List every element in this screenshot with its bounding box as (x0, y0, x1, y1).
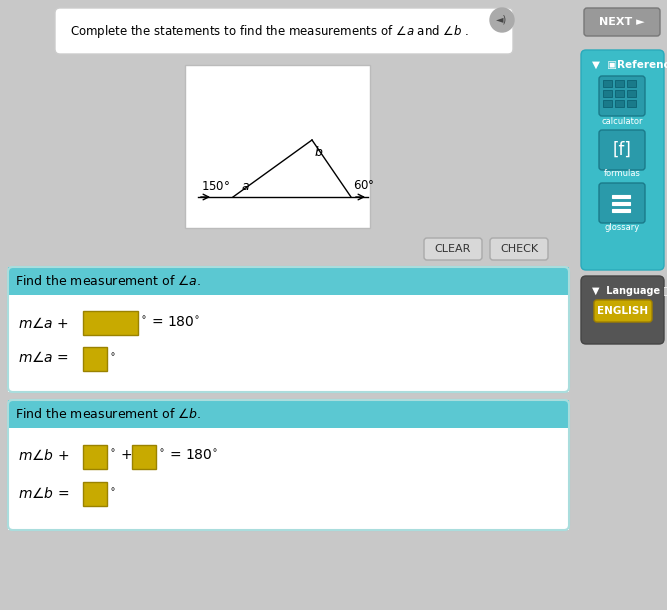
FancyBboxPatch shape (612, 209, 630, 212)
FancyBboxPatch shape (627, 80, 636, 87)
FancyBboxPatch shape (185, 65, 370, 228)
FancyBboxPatch shape (599, 76, 645, 116)
FancyBboxPatch shape (615, 100, 624, 107)
Text: NEXT ►: NEXT ► (599, 17, 645, 27)
FancyBboxPatch shape (615, 80, 624, 87)
Text: $m\angle b$ =: $m\angle b$ = (18, 486, 69, 500)
FancyBboxPatch shape (83, 482, 107, 506)
Text: $^{\circ}$ = 180$^{\circ}$: $^{\circ}$ = 180$^{\circ}$ (140, 316, 200, 330)
FancyBboxPatch shape (83, 347, 107, 371)
Text: Find the measurement of $\angle a$.: Find the measurement of $\angle a$. (15, 274, 201, 288)
FancyBboxPatch shape (599, 183, 645, 223)
FancyBboxPatch shape (8, 295, 569, 392)
FancyBboxPatch shape (8, 400, 569, 428)
FancyBboxPatch shape (8, 267, 569, 295)
Text: glossary: glossary (604, 223, 640, 232)
FancyBboxPatch shape (424, 238, 482, 260)
FancyBboxPatch shape (615, 90, 624, 97)
FancyBboxPatch shape (603, 80, 612, 87)
FancyBboxPatch shape (612, 195, 630, 198)
Text: ENGLISH: ENGLISH (598, 306, 648, 316)
Text: Find the measurement of $\angle b$.: Find the measurement of $\angle b$. (15, 407, 201, 421)
FancyBboxPatch shape (584, 8, 660, 36)
Text: $^{\circ}$: $^{\circ}$ (109, 486, 115, 500)
FancyBboxPatch shape (8, 267, 569, 392)
FancyBboxPatch shape (581, 276, 664, 344)
FancyBboxPatch shape (610, 188, 634, 218)
Text: $m\angle a$ +: $m\angle a$ + (18, 315, 69, 331)
FancyBboxPatch shape (603, 90, 612, 97)
Text: [f]: [f] (612, 141, 632, 159)
Text: ▼  Language ⓘ: ▼ Language ⓘ (592, 286, 667, 296)
Text: $b$: $b$ (314, 145, 323, 159)
Text: Complete the statements to find the measurements of $\angle a$ and $\angle b$ .: Complete the statements to find the meas… (70, 23, 469, 40)
Text: $m\angle b$ +: $m\angle b$ + (18, 448, 69, 464)
FancyBboxPatch shape (599, 130, 645, 170)
Text: CLEAR: CLEAR (435, 244, 471, 254)
FancyBboxPatch shape (8, 428, 569, 530)
FancyBboxPatch shape (612, 202, 630, 205)
Text: $150°$: $150°$ (201, 180, 230, 193)
FancyBboxPatch shape (83, 445, 107, 469)
FancyBboxPatch shape (603, 100, 612, 107)
Text: ◄): ◄) (496, 15, 508, 25)
FancyBboxPatch shape (627, 90, 636, 97)
FancyBboxPatch shape (55, 8, 513, 54)
Text: $^{\circ}$ +: $^{\circ}$ + (109, 449, 132, 463)
FancyBboxPatch shape (581, 50, 664, 270)
Text: ▼  ▣Reference: ▼ ▣Reference (592, 60, 667, 70)
FancyBboxPatch shape (627, 100, 636, 107)
Circle shape (490, 8, 514, 32)
FancyBboxPatch shape (8, 400, 569, 530)
Text: formulas: formulas (604, 170, 640, 179)
Text: $m\angle a$ =: $m\angle a$ = (18, 351, 69, 365)
Text: $^{\circ}$: $^{\circ}$ (109, 351, 115, 365)
FancyBboxPatch shape (594, 300, 652, 322)
Text: $a$: $a$ (241, 180, 249, 193)
FancyBboxPatch shape (132, 445, 156, 469)
FancyBboxPatch shape (83, 311, 138, 335)
FancyBboxPatch shape (490, 238, 548, 260)
Text: $60°$: $60°$ (353, 179, 375, 192)
Text: $^{\circ}$ = 180$^{\circ}$: $^{\circ}$ = 180$^{\circ}$ (158, 449, 218, 463)
Text: CHECK: CHECK (500, 244, 538, 254)
Text: calculator: calculator (601, 118, 643, 126)
